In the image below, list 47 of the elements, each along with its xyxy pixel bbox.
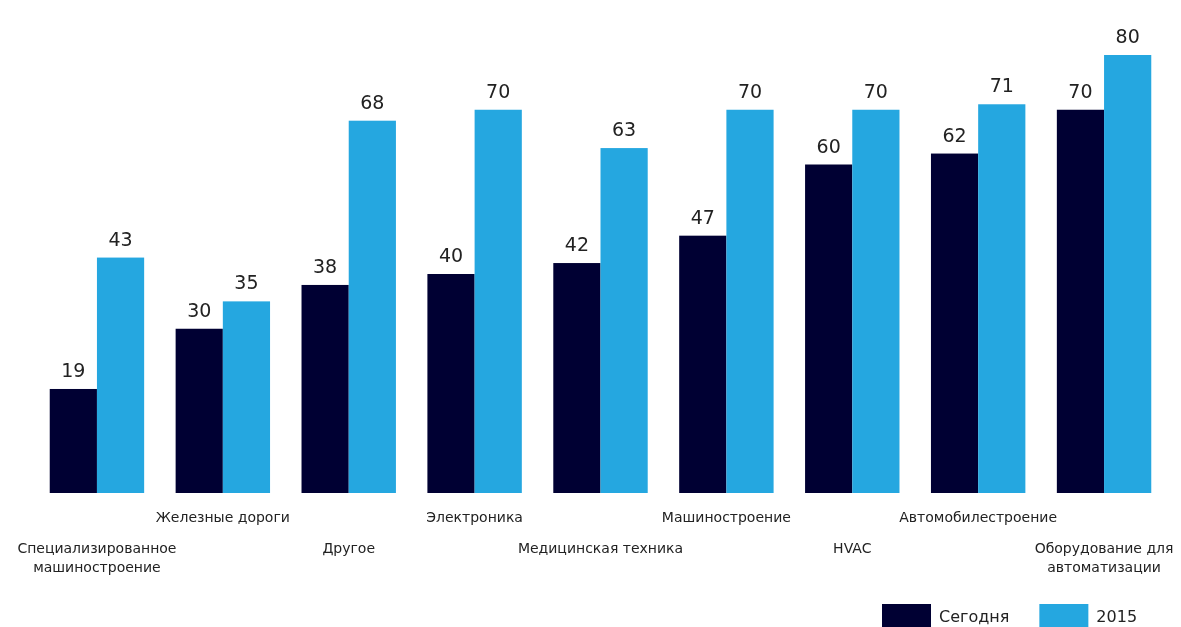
data-label: 62: [942, 123, 967, 146]
bar: [1104, 55, 1152, 493]
bar: [301, 284, 349, 493]
x-tick-label: Другое: [322, 540, 376, 556]
bar: [1056, 109, 1105, 493]
data-label: 68: [360, 90, 385, 113]
x-tick-label: Машиностроение: [661, 509, 791, 525]
x-tick-label: Медицинская техника: [517, 540, 684, 556]
bar: [726, 109, 774, 493]
bar: [852, 109, 900, 493]
bar: [175, 328, 223, 493]
data-label: 60: [816, 134, 841, 157]
bar: [978, 104, 1026, 493]
data-label: 63: [612, 118, 637, 141]
data-label: 30: [187, 298, 212, 321]
data-label: 43: [108, 227, 133, 250]
data-label: 70: [1068, 79, 1093, 102]
x-tick-label: HVAC: [833, 540, 872, 556]
x-tick-label: Оборудование для автоматизации: [1034, 540, 1174, 575]
x-tick-label: Железные дороги: [155, 509, 290, 525]
data-label: 40: [438, 244, 464, 266]
bar: [930, 153, 979, 493]
data-label: 70: [486, 79, 511, 102]
data-label: 19: [61, 358, 86, 381]
data-label: 70: [863, 79, 888, 102]
x-tick-label: Электроника: [426, 509, 523, 525]
bar: [96, 257, 145, 493]
data-label: 42: [564, 233, 589, 256]
bar: [427, 274, 475, 493]
data-label: 71: [989, 74, 1014, 97]
data-label: 80: [1115, 25, 1140, 47]
bar: [805, 164, 853, 493]
bar: [679, 235, 727, 493]
data-label: 70: [737, 79, 763, 102]
bar: [474, 109, 522, 493]
bar: [49, 388, 97, 493]
x-tick-label: Автомобилестроение: [899, 509, 1058, 525]
x-tick-label: Специализированное машиностроение: [17, 540, 177, 575]
data-label: 38: [313, 254, 338, 277]
bar: [600, 148, 648, 493]
legend-label: 2015: [1096, 607, 1138, 626]
bar: [222, 301, 271, 493]
legend-label: Сегодня: [939, 607, 1010, 626]
bar: [553, 263, 601, 493]
data-label: 47: [690, 205, 715, 228]
data-label: 35: [234, 271, 259, 294]
bar: [348, 120, 396, 493]
